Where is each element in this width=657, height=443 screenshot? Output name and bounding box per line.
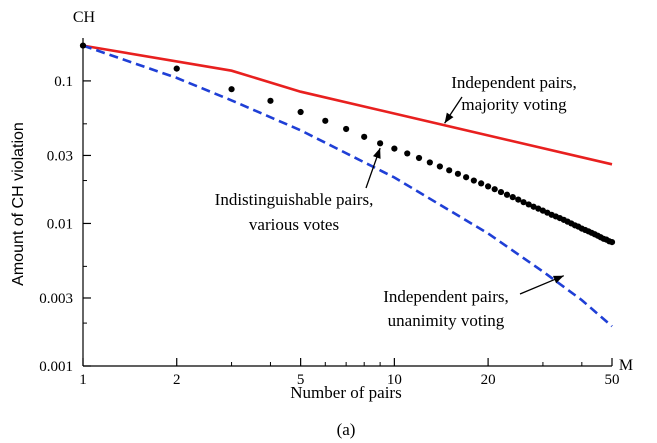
series-majority-line [82, 44, 613, 166]
data-point [478, 180, 485, 187]
arrow-head [444, 112, 454, 124]
annotation-text: various votes [249, 215, 339, 234]
x-tick-label: 10 [387, 372, 402, 388]
data-point [404, 150, 411, 157]
data-point [377, 140, 384, 147]
data-point [491, 186, 498, 193]
x-axis-title: Number of pairs [290, 383, 401, 402]
annotation-unanimity: Independent pairs, unanimity voting [383, 275, 565, 330]
annotation-text: unanimity voting [388, 311, 505, 330]
data-point [520, 199, 527, 206]
y-tick-label: 0.1 [54, 74, 73, 90]
series-unanimity-line [82, 44, 613, 328]
data-point [470, 177, 477, 184]
annotation-layer: Independent pairs, majority voting Indisti… [215, 73, 577, 330]
annotation-text: Independent pairs, [383, 287, 509, 306]
data-point [415, 154, 423, 162]
data-point [608, 238, 616, 246]
data-point [361, 133, 368, 140]
series-layer [79, 42, 616, 328]
data-point [530, 203, 537, 210]
data-point [79, 42, 87, 49]
figure-caption: (a) [337, 420, 356, 439]
data-point [173, 65, 180, 72]
data-point [391, 145, 398, 152]
y-tick-label: 0.003 [39, 291, 73, 307]
data-point [454, 170, 462, 177]
plot-area [82, 38, 612, 367]
annotation-text: Indistinguishable pairs, [215, 190, 374, 209]
x-tick-label: 50 [605, 372, 620, 388]
x-tick-label: 20 [481, 372, 496, 388]
y-axis-title: Amount of CH violation [10, 122, 27, 286]
x-tick-label: 5 [297, 372, 305, 388]
data-point [267, 97, 274, 104]
data-point [525, 201, 532, 208]
annotation-indist: Indistinguishable pairs, various votes [215, 147, 381, 234]
series-indistinguishable-markers [79, 42, 616, 246]
data-point [297, 108, 304, 116]
data-point [436, 163, 443, 170]
y-tick-label: 0.03 [47, 148, 73, 164]
data-point [343, 125, 350, 133]
data-point [228, 86, 235, 93]
ticks-layer: 1 2 5 10 20 50 0.001 0.003 0.01 0.03 0.1 [39, 74, 619, 388]
data-point [426, 159, 433, 166]
y-axis-end-label: CH [73, 9, 96, 26]
x-tick-label: 2 [173, 372, 181, 388]
y-tick-label: 0.001 [39, 359, 73, 375]
data-point [497, 188, 505, 196]
annotation-majority: Independent pairs, majority voting [444, 73, 577, 124]
arrow-head [552, 275, 564, 284]
data-point [503, 191, 511, 198]
data-point [509, 194, 516, 201]
data-point [484, 183, 492, 190]
annotation-text: majority voting [461, 95, 567, 114]
arrow-head [373, 148, 381, 159]
y-tick-label: 0.01 [47, 216, 73, 232]
data-point [463, 174, 470, 181]
x-axis-end-label: M [619, 357, 633, 374]
x-tick-label: 1 [79, 372, 87, 388]
data-point [322, 117, 329, 124]
data-point [515, 196, 522, 203]
data-point [446, 167, 453, 174]
annotation-text: Independent pairs, [451, 73, 577, 92]
